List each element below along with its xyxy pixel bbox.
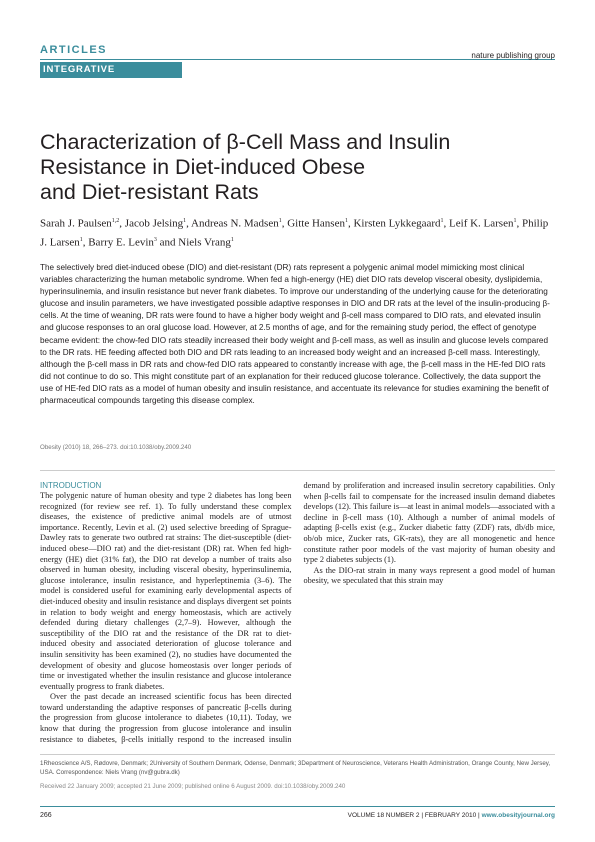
citation: Obesity (2010) 18, 266–273. doi:10.1038/…	[40, 444, 192, 451]
title-line: Characterization of β-Cell Mass and Insu…	[40, 130, 451, 154]
publisher: nature publishing group	[471, 51, 555, 60]
author-name: , Philip J. Larsen	[40, 217, 549, 249]
body-text: INTRODUCTION The polygenic nature of hum…	[40, 481, 555, 747]
author-name: , Gitte Hansen	[281, 217, 345, 230]
issue-info: VOLUME 18 NUMBER 2 | FEBRUARY 2010 | www…	[348, 812, 555, 819]
author-name: , Leif K. Larsen	[443, 217, 514, 230]
section-heading: INTRODUCTION	[40, 481, 102, 490]
affiliation-mark: 3	[153, 236, 157, 243]
author-name: Sarah J. Paulsen	[40, 217, 112, 230]
rule	[40, 754, 555, 755]
affiliation-mark: 1	[344, 218, 348, 224]
affiliation-mark: 1	[278, 218, 282, 224]
title-line: and Diet-resistant Rats	[40, 180, 259, 204]
affiliation-mark: 1	[183, 218, 187, 224]
rule	[40, 59, 555, 60]
author-name: , Andreas N. Madsen	[186, 217, 279, 230]
author-name: , Kirsten Lykkegaard	[347, 217, 441, 230]
affiliation-mark: 1	[513, 218, 517, 224]
authors: Sarah J. Paulsen1,2, Jacob Jelsing1, And…	[40, 213, 555, 250]
affiliation-mark: 1,2	[111, 218, 120, 224]
section-label: ARTICLES	[40, 44, 107, 56]
title-line: Resistance in Diet-induced Obese	[40, 155, 366, 179]
paragraph: The polygenic nature of human obesity an…	[40, 491, 292, 691]
page-number: 266	[40, 812, 52, 819]
journal-url[interactable]: www.obesityjournal.org	[481, 812, 555, 819]
rule	[40, 806, 555, 807]
footnote: 1Rheoscience A/S, Rødovre, Denmark; 2Uni…	[40, 760, 551, 776]
affiliation-mark: 1	[440, 218, 444, 224]
paragraph: As the DIO-rat strain in many ways repre…	[303, 565, 556, 586]
author-name: , Barry E. Levin	[82, 236, 154, 249]
abstract: The selectively bred diet-induced obese …	[40, 263, 550, 406]
received-line: Received 22 January 2009; accepted 21 Ju…	[40, 783, 346, 790]
affiliation-mark: 1	[79, 236, 83, 243]
author-name: , Jacob Jelsing	[119, 217, 184, 230]
author-name: and Niels Vrang	[156, 236, 231, 249]
affiliation-mark: 1	[230, 236, 234, 243]
rule	[40, 470, 555, 471]
issue: VOLUME 18 NUMBER 2 | FEBRUARY 2010 |	[347, 812, 482, 819]
paragraph: Over the past decade an increased scient…	[40, 481, 555, 744]
title: Characterization of β-Cell Mass and Insu…	[40, 130, 450, 205]
subsection-label: INTEGRATIVE PHYSIOLOGY	[40, 62, 182, 91]
